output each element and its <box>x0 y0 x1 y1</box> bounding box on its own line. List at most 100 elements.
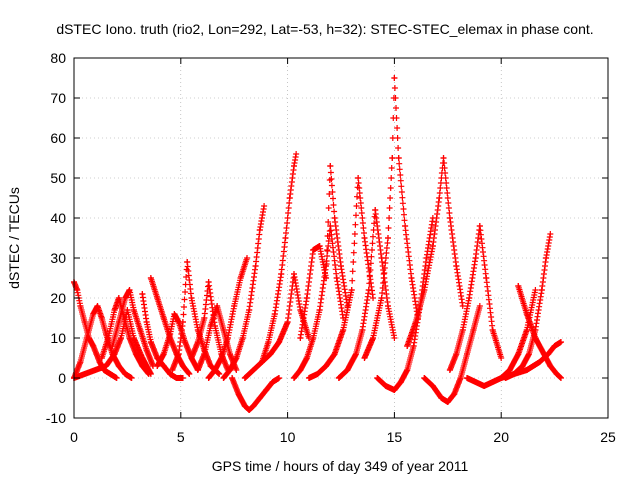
data-point <box>214 303 221 309</box>
series-24 <box>421 303 483 405</box>
data-point <box>335 375 342 381</box>
data-point <box>201 351 208 357</box>
data-point <box>154 295 161 301</box>
data-point <box>122 295 129 301</box>
data-point <box>220 327 227 333</box>
x-tick-label: 15 <box>387 429 403 445</box>
data-point <box>169 367 176 373</box>
y-tick-label: 0 <box>58 370 66 386</box>
y-tick-label: 60 <box>50 130 66 146</box>
series-25 <box>446 223 505 373</box>
data-point <box>74 287 81 293</box>
data-point <box>421 287 428 293</box>
data-point <box>139 363 146 369</box>
data-point <box>370 295 377 301</box>
data-point <box>438 395 445 401</box>
plot-frame <box>73 57 609 419</box>
data-point <box>258 359 265 365</box>
data-point <box>476 303 483 309</box>
data-point <box>303 295 310 301</box>
series-18 <box>297 163 351 341</box>
data-point <box>384 303 391 309</box>
data-point <box>543 255 550 261</box>
data-point <box>374 375 381 381</box>
data-point <box>472 255 479 261</box>
series-5 <box>109 287 157 369</box>
data-point <box>340 327 347 333</box>
data-point <box>246 407 253 413</box>
data-point <box>511 371 518 377</box>
data-point <box>167 331 174 337</box>
data-point <box>545 351 552 357</box>
data-point <box>352 351 359 357</box>
series-12 <box>205 255 251 381</box>
data-point <box>194 367 201 373</box>
data-point <box>446 215 453 221</box>
data-point <box>536 359 543 365</box>
data-point <box>389 155 396 161</box>
data-point <box>408 275 415 281</box>
data-point <box>297 367 304 373</box>
data-point <box>132 351 139 357</box>
data-point <box>252 263 259 269</box>
data-point <box>284 319 291 325</box>
data-point <box>282 235 289 241</box>
data-point <box>355 175 362 181</box>
data-point <box>410 343 417 349</box>
data-point <box>235 391 242 397</box>
data-point <box>220 375 227 381</box>
data-point <box>267 351 274 357</box>
data-point <box>558 375 565 381</box>
data-point <box>423 255 430 261</box>
data-point <box>470 327 477 333</box>
data-point <box>184 259 191 265</box>
data-point <box>139 291 146 297</box>
data-point <box>370 335 377 341</box>
data-point <box>111 351 118 357</box>
series-6 <box>139 291 186 381</box>
data-point <box>525 351 532 357</box>
data-point <box>92 367 99 373</box>
data-point <box>489 379 496 385</box>
data-point <box>451 391 458 397</box>
data-point <box>297 335 304 341</box>
data-point <box>429 383 436 389</box>
data-point <box>515 283 522 289</box>
data-point <box>77 303 84 309</box>
data-point <box>314 371 321 377</box>
data-point <box>384 235 391 241</box>
data-point <box>271 311 278 317</box>
data-point <box>113 375 120 381</box>
data-point <box>179 319 186 325</box>
data-point <box>551 343 558 349</box>
data-point <box>440 155 447 161</box>
data-point <box>256 227 263 233</box>
data-point <box>115 319 122 325</box>
data-point <box>241 375 248 381</box>
data-point <box>126 287 133 293</box>
data-point <box>382 383 389 389</box>
data-point <box>391 75 398 81</box>
data-point <box>331 351 338 357</box>
data-point <box>489 327 496 333</box>
data-point <box>226 351 233 357</box>
data-point <box>93 351 100 357</box>
data-point <box>201 315 208 321</box>
data-point <box>532 335 539 341</box>
series-28 <box>515 283 565 381</box>
data-point <box>372 207 379 213</box>
x-tick-label: 0 <box>70 429 78 445</box>
data-point <box>250 367 257 373</box>
data-point <box>263 387 270 393</box>
data-point <box>115 295 122 301</box>
data-point <box>327 223 334 229</box>
data-point <box>145 371 152 377</box>
y-tick-label: 70 <box>50 90 66 106</box>
data-point <box>229 375 236 381</box>
data-point <box>96 359 103 365</box>
data-point <box>359 327 366 333</box>
data-point <box>348 287 355 293</box>
data-point <box>98 355 105 361</box>
